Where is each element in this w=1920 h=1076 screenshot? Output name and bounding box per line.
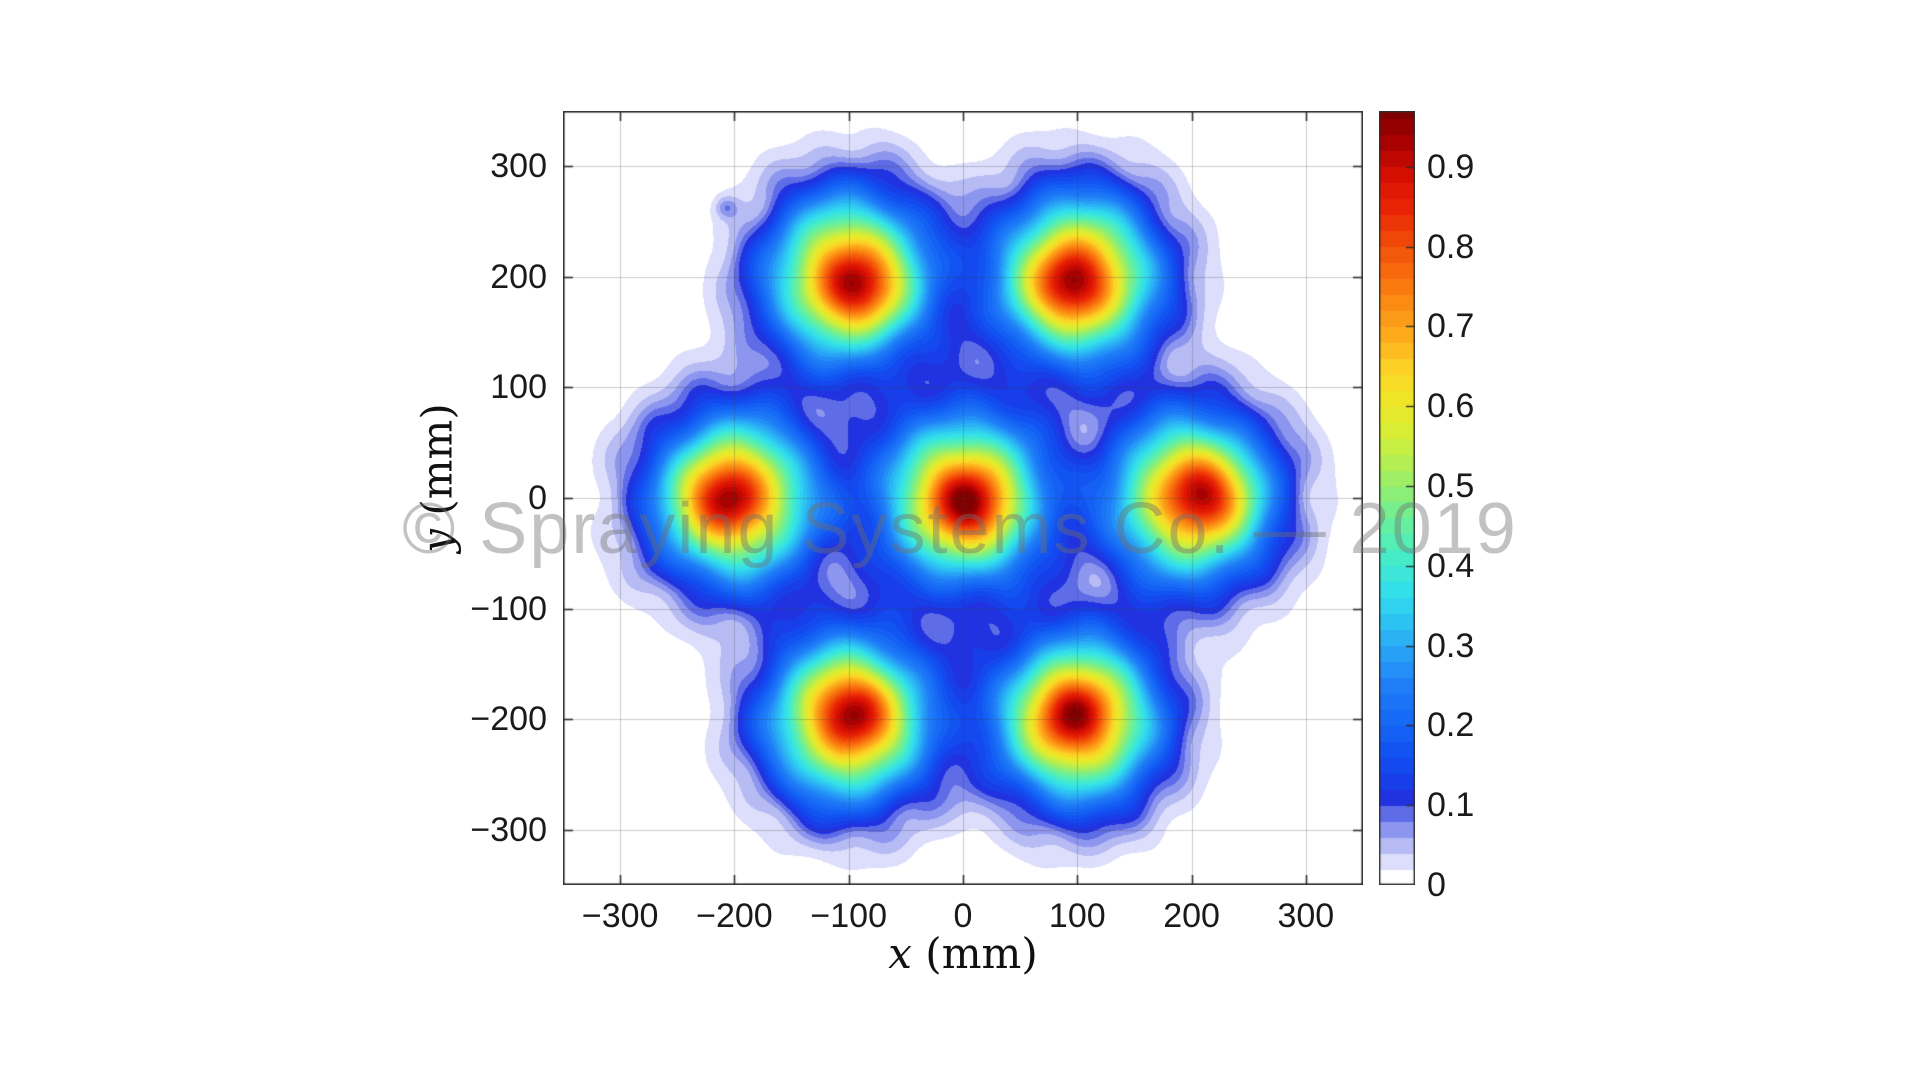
colorbar-tick-label: 0.6 — [1427, 387, 1475, 426]
contour-plot — [563, 111, 1363, 885]
y-axis-unit: (mm) — [412, 403, 462, 516]
y-tick-label: 0 — [528, 479, 547, 517]
x-tick-label: −100 — [810, 897, 887, 935]
y-tick-label: 200 — [490, 257, 547, 296]
colorbar-tick-label: 0 — [1427, 866, 1446, 904]
x-tick-label: 0 — [953, 897, 973, 935]
x-axis-unit: (mm) — [925, 929, 1038, 978]
y-tick-label: −200 — [470, 700, 547, 739]
y-tick-label: −300 — [470, 810, 547, 849]
y-tick-label: 100 — [490, 368, 547, 407]
y-axis-label: y (mm) — [413, 403, 462, 553]
colorbar — [1379, 111, 1415, 885]
x-axis-variable: x — [888, 929, 912, 978]
colorbar-tick-label: 0.4 — [1427, 546, 1475, 585]
colorbar-tick-label: 0.9 — [1427, 147, 1475, 186]
colorbar-tick-label: 0.5 — [1427, 467, 1475, 506]
x-axis-label: x (mm) — [888, 929, 1037, 978]
colorbar-tick-label: 0.2 — [1427, 706, 1475, 745]
x-tick-label: 200 — [1163, 897, 1220, 935]
x-tick-label: 300 — [1277, 897, 1335, 935]
colorbar-tick-label: 0.8 — [1427, 227, 1475, 266]
y-tick-label: −100 — [470, 589, 547, 628]
x-tick-label: −300 — [581, 897, 659, 935]
x-tick-label: −200 — [696, 897, 773, 935]
y-tick-label: 300 — [490, 147, 547, 186]
colorbar-tick-label: 0.1 — [1427, 786, 1475, 825]
x-tick-label: 100 — [1048, 897, 1106, 935]
colorbar-tick-label: 0.3 — [1427, 626, 1475, 665]
colorbar-tick-label: 0.7 — [1427, 307, 1475, 346]
y-axis-variable: y — [412, 529, 462, 553]
